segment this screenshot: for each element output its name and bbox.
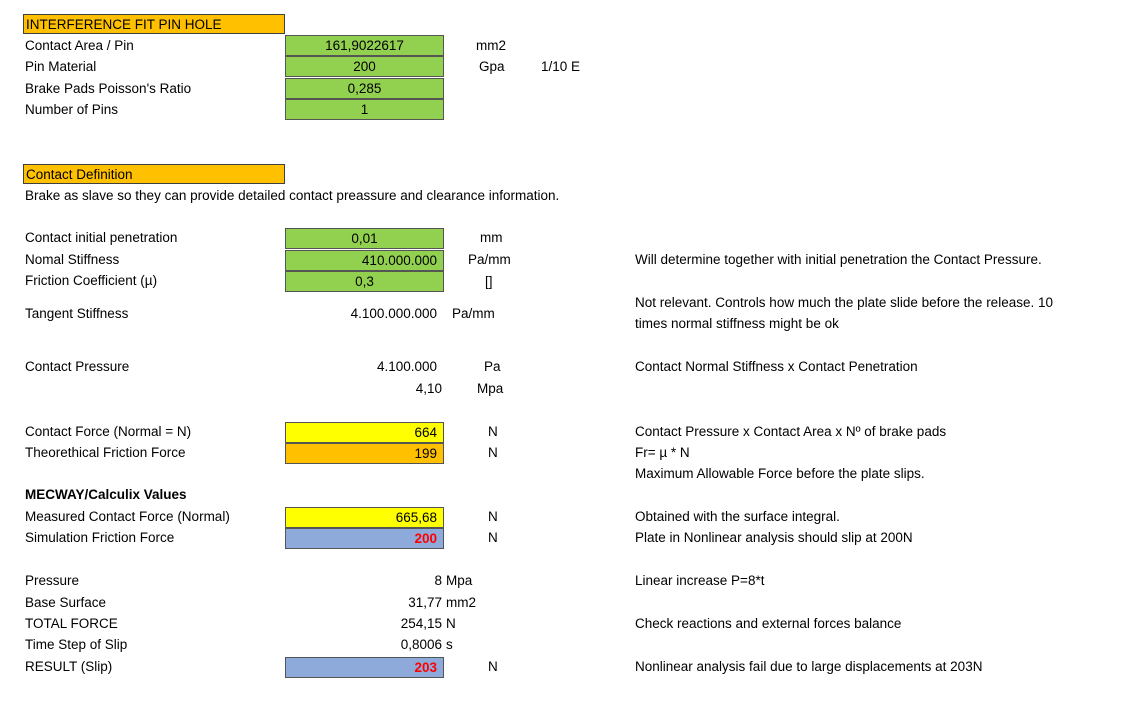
note-contact-force[interactable]: Contact Pressure x Contact Area x Nº of …: [635, 424, 947, 439]
value-num-pins[interactable]: 1: [285, 99, 444, 120]
value-contact-pressure-mpa[interactable]: 4,10: [415, 381, 442, 396]
value-penetration[interactable]: 0,01: [285, 228, 444, 249]
value-friction-force[interactable]: 199: [285, 443, 444, 464]
note-pressure[interactable]: Linear increase P=8*t: [635, 573, 765, 588]
label-time-step[interactable]: Time Step of Slip: [25, 637, 128, 652]
value-tangent[interactable]: 4.100.000.000: [350, 306, 437, 321]
unit-tangent[interactable]: Pa/mm: [452, 306, 495, 321]
label-contact-force[interactable]: Contact Force (Normal = N): [25, 424, 192, 439]
section-header-contact[interactable]: Contact Definition: [23, 164, 285, 184]
label-tangent[interactable]: Tangent Stiffness: [25, 306, 129, 321]
note-friction-force[interactable]: Fr= µ * N: [635, 445, 690, 460]
note-pin-material[interactable]: 1/10 E: [541, 59, 581, 74]
unit-normal-stiffness[interactable]: Pa/mm: [468, 252, 511, 267]
unit-contact-force[interactable]: N: [488, 424, 498, 439]
unit-penetration[interactable]: mm: [480, 230, 503, 245]
value-contact-area[interactable]: 161,9022617: [285, 35, 444, 56]
value-pressure[interactable]: 8: [434, 573, 442, 588]
label-pressure[interactable]: Pressure: [25, 573, 80, 588]
label-contact-area[interactable]: Contact Area / Pin: [25, 38, 134, 53]
unit-measured-force[interactable]: N: [488, 509, 498, 524]
unit-time-step[interactable]: s: [446, 637, 453, 652]
value-contact-force[interactable]: 664: [285, 422, 444, 443]
unit-pin-material[interactable]: Gpa: [479, 59, 505, 74]
label-poisson[interactable]: Brake Pads Poisson's Ratio: [25, 81, 192, 96]
unit-result-slip[interactable]: N: [488, 659, 498, 674]
label-sim-friction[interactable]: Simulation Friction Force: [25, 530, 175, 545]
unit-friction-coef[interactable]: []: [485, 274, 493, 289]
contact-description[interactable]: Brake as slave so they can provide detai…: [25, 188, 560, 203]
note-normal-stiffness[interactable]: Will determine together with initial pen…: [635, 252, 1042, 267]
label-penetration[interactable]: Contact initial penetration: [25, 230, 178, 245]
unit-friction-force[interactable]: N: [488, 445, 498, 460]
label-measured-force[interactable]: Measured Contact Force (Normal): [25, 509, 230, 524]
unit-contact-pressure-pa[interactable]: Pa: [484, 359, 501, 374]
note-total-force[interactable]: Check reactions and external forces bala…: [635, 616, 902, 631]
label-pin-material[interactable]: Pin Material: [25, 59, 97, 74]
value-pin-material[interactable]: 200: [285, 56, 444, 77]
unit-total-force[interactable]: N: [446, 616, 456, 631]
label-friction-coef[interactable]: Friction Coefficient (µ): [25, 273, 158, 288]
value-sim-friction[interactable]: 200: [285, 528, 444, 549]
label-friction-force[interactable]: Theorethical Friction Force: [25, 445, 186, 460]
value-friction-coef[interactable]: 0,3: [285, 271, 444, 292]
label-result-slip[interactable]: RESULT (Slip): [25, 659, 113, 674]
note-max-allowable[interactable]: Maximum Allowable Force before the plate…: [635, 466, 925, 481]
note-tangent-line2[interactable]: times normal stiffness might be ok: [635, 316, 839, 331]
value-measured-force[interactable]: 665,68: [285, 507, 444, 528]
unit-contact-pressure-mpa[interactable]: Mpa: [477, 381, 504, 396]
unit-contact-area[interactable]: mm2: [476, 38, 506, 53]
value-time-step[interactable]: 0,8006: [400, 637, 442, 652]
label-normal-stiffness[interactable]: Nomal Stiffness: [25, 252, 120, 267]
value-poisson[interactable]: 0,285: [285, 78, 444, 99]
label-num-pins[interactable]: Number of Pins: [25, 102, 119, 117]
value-result-slip[interactable]: 203: [285, 657, 444, 678]
label-base-surface[interactable]: Base Surface: [25, 595, 107, 610]
note-measured-force[interactable]: Obtained with the surface integral.: [635, 509, 840, 524]
value-total-force[interactable]: 254,15: [400, 616, 442, 631]
label-total-force[interactable]: TOTAL FORCE: [25, 616, 118, 631]
section-header-interference[interactable]: INTERFERENCE FIT PIN HOLE: [23, 14, 285, 34]
value-base-surface[interactable]: 31,77: [408, 595, 442, 610]
note-contact-pressure[interactable]: Contact Normal Stiffness x Contact Penet…: [635, 359, 918, 374]
label-contact-pressure[interactable]: Contact Pressure: [25, 359, 130, 374]
note-result-slip[interactable]: Nonlinear analysis fail due to large dis…: [635, 659, 983, 674]
unit-pressure[interactable]: Mpa: [446, 573, 473, 588]
mecway-title[interactable]: MECWAY/Calculix Values: [25, 487, 187, 502]
unit-sim-friction[interactable]: N: [488, 530, 498, 545]
note-sim-friction[interactable]: Plate in Nonlinear analysis should slip …: [635, 530, 913, 545]
note-tangent-line1[interactable]: Not relevant. Controls how much the plat…: [635, 295, 1053, 310]
value-normal-stiffness[interactable]: 410.000.000: [285, 250, 444, 271]
value-contact-pressure-pa[interactable]: 4.100.000: [376, 359, 437, 374]
unit-base-surface[interactable]: mm2: [446, 595, 476, 610]
